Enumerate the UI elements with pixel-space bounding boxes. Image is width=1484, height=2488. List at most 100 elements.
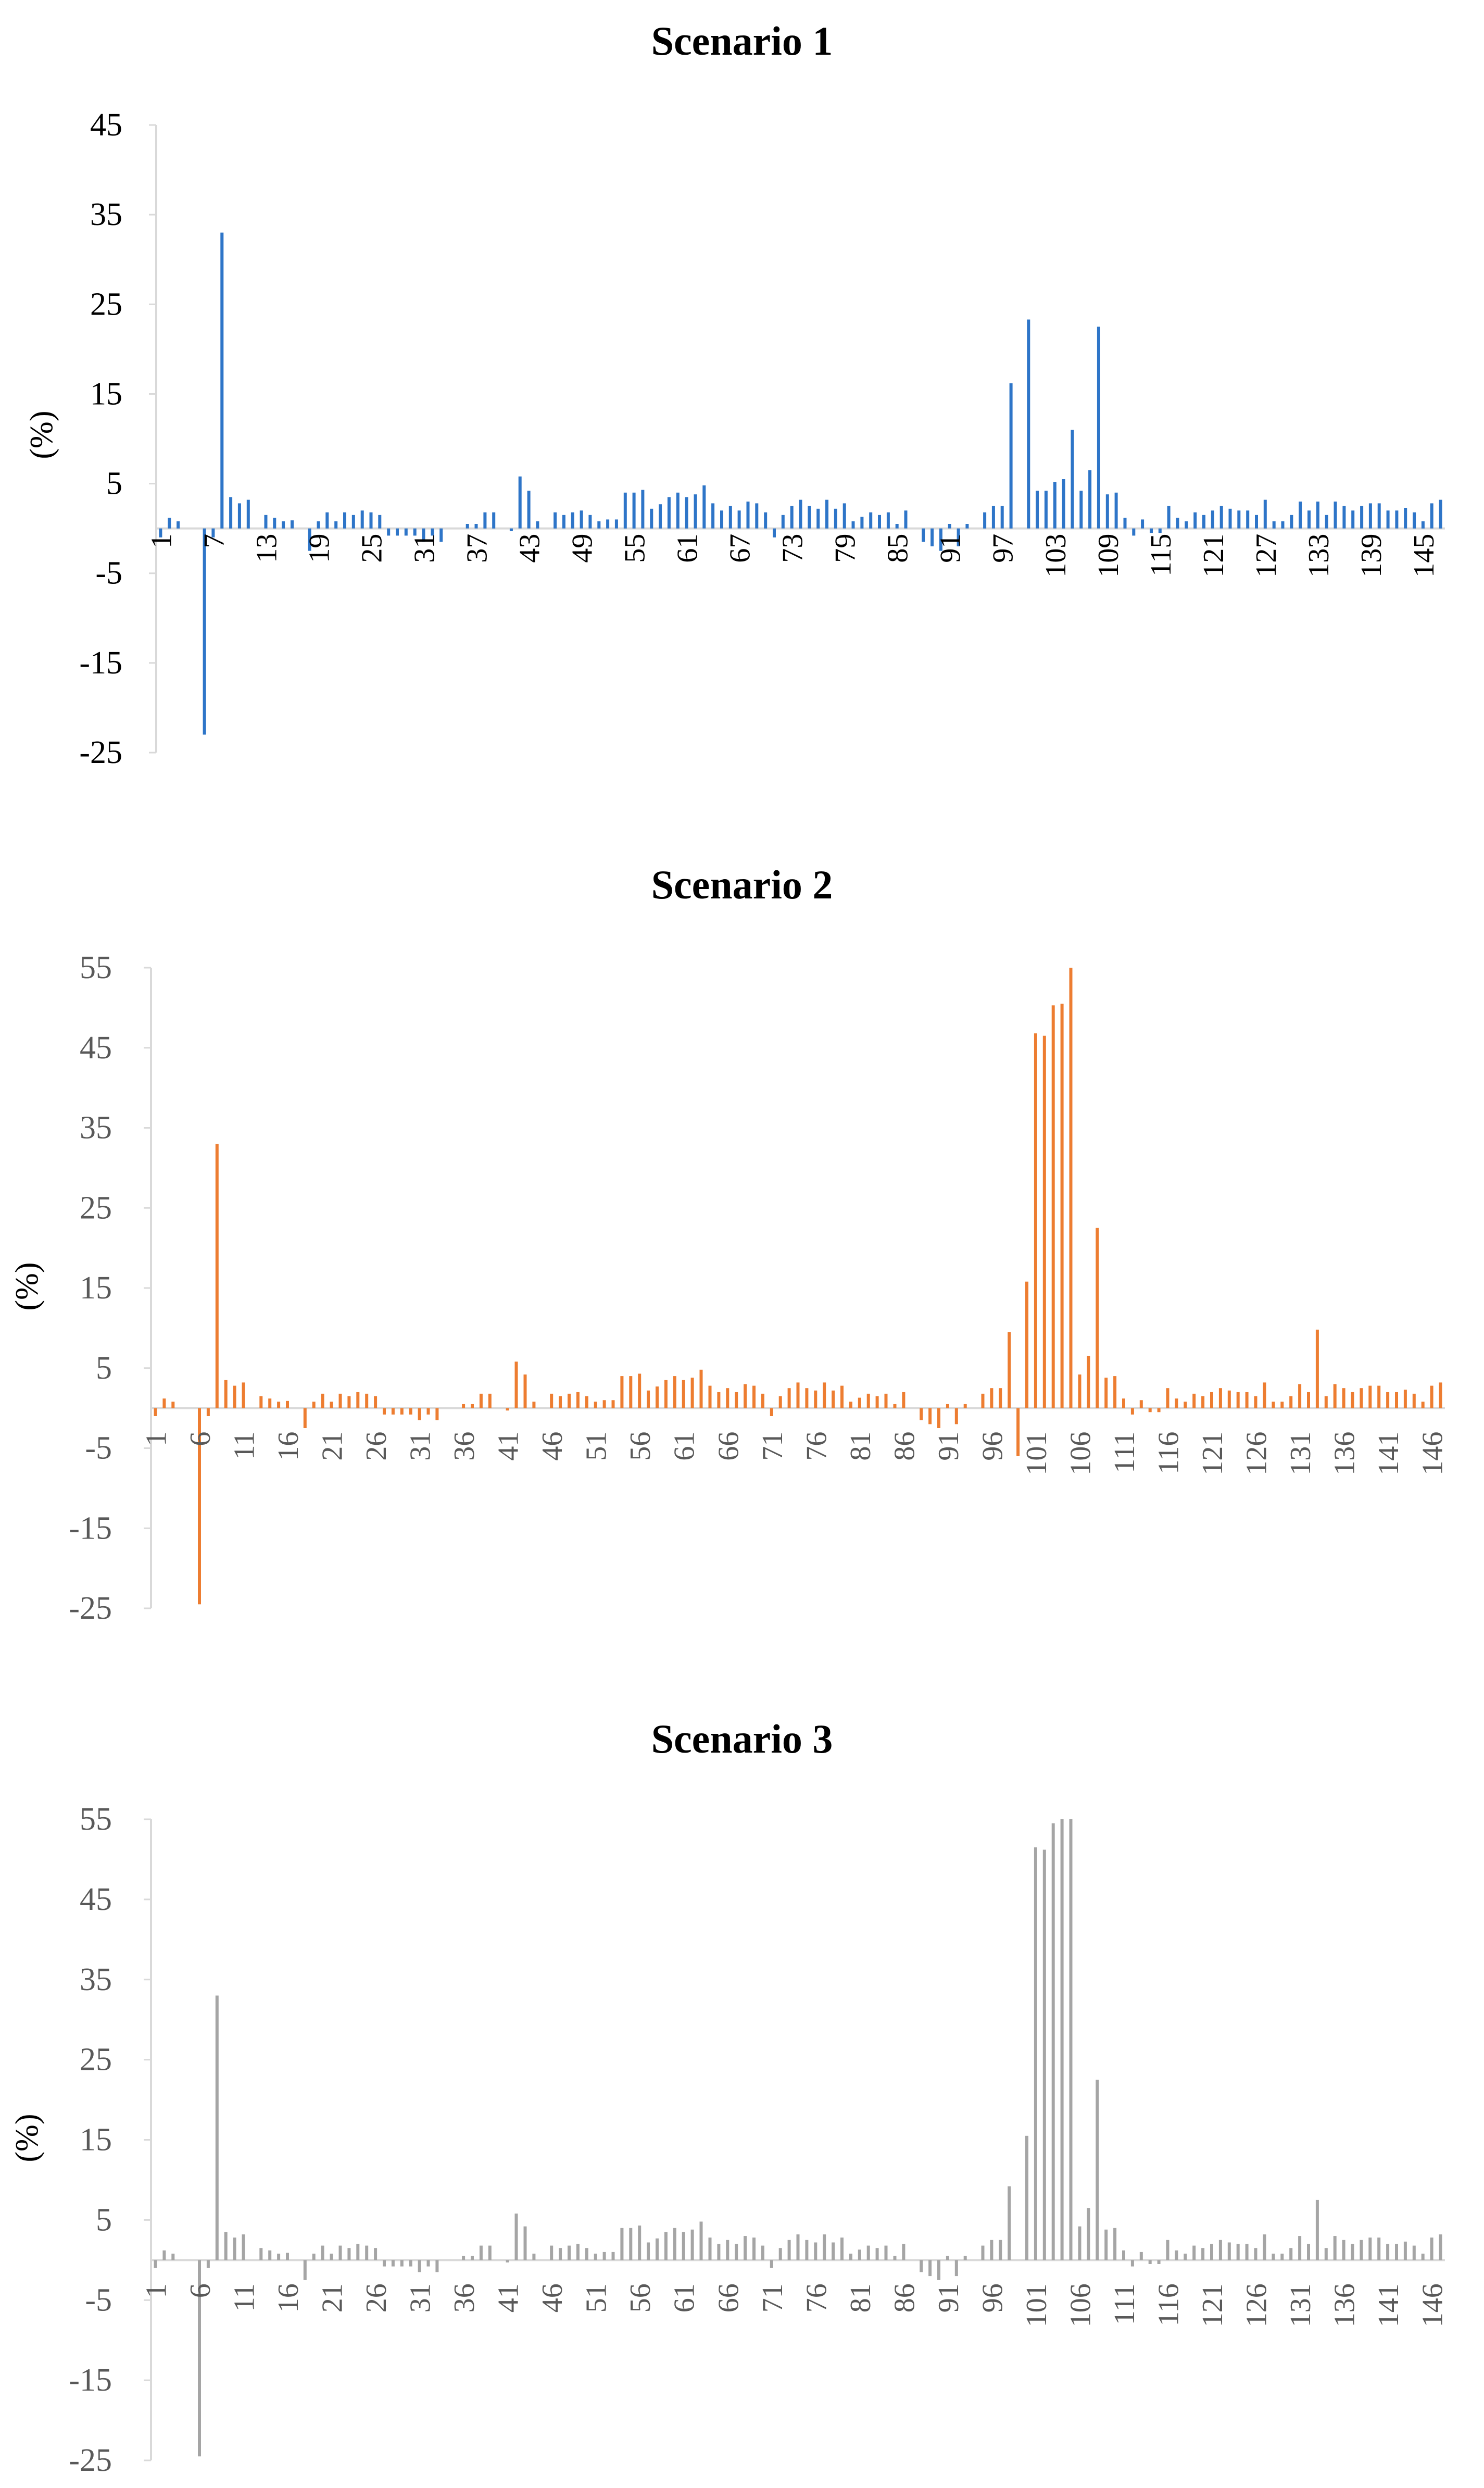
scenario-3-bar bbox=[550, 2245, 554, 2260]
scenario-3-bar bbox=[409, 2260, 412, 2267]
scenario-2-bar bbox=[400, 1408, 404, 1415]
scenario-1-x-tick-label: 1 bbox=[145, 534, 178, 548]
scenario-1-bar bbox=[737, 510, 741, 529]
scenario-2-bar bbox=[1042, 1035, 1046, 1408]
scenario-1-bar bbox=[1246, 510, 1250, 529]
scenario-2-bar bbox=[532, 1402, 536, 1408]
scenario-3-bar bbox=[1078, 2226, 1081, 2260]
scenario-1-bar bbox=[965, 524, 969, 529]
scenario-1-bar bbox=[431, 528, 434, 536]
scenario-3-bar bbox=[814, 2242, 818, 2260]
scenario-1-bar bbox=[1079, 491, 1083, 529]
scenario-3-bar bbox=[594, 2254, 597, 2260]
scenario-2-bar bbox=[268, 1398, 272, 1408]
scenario-1-bar bbox=[659, 504, 662, 529]
scenario-3-x-tick-label: 111 bbox=[1109, 2283, 1141, 2325]
scenario-3-bar bbox=[321, 2245, 324, 2260]
scenario-2-x-tick-label: 131 bbox=[1285, 1432, 1317, 1476]
scenario-2-x-tick-label: 76 bbox=[800, 1432, 833, 1461]
scenario-1-bar bbox=[1141, 519, 1145, 529]
scenario-3-bar bbox=[832, 2242, 835, 2260]
scenario-1-bar bbox=[220, 232, 224, 529]
scenario-3-bar bbox=[286, 2253, 289, 2260]
scenario-2-bar bbox=[1263, 1382, 1266, 1408]
scenario-2-bar bbox=[902, 1392, 906, 1408]
scenario-1-x-tick-label: 25 bbox=[356, 534, 388, 563]
scenario-3-bar bbox=[1351, 2244, 1354, 2260]
scenario-2-bar bbox=[866, 1393, 870, 1408]
scenario-2-bar bbox=[1412, 1393, 1416, 1408]
scenario-2-x-tick-label: 96 bbox=[976, 1432, 1009, 1461]
scenario-1-x-tick-label: 121 bbox=[1198, 534, 1230, 578]
scenario-2-y-tick-label: 5 bbox=[96, 1351, 112, 1386]
scenario-2-bar bbox=[171, 1402, 175, 1408]
scenario-2-bar bbox=[215, 1144, 219, 1408]
scenario-3-bar bbox=[656, 2238, 659, 2260]
scenario-1-x-tick-label: 55 bbox=[619, 534, 651, 563]
scenario-3-bar bbox=[902, 2244, 906, 2260]
scenario-2-x-tick-label: 86 bbox=[888, 1432, 921, 1461]
scenario-1-bar bbox=[1360, 506, 1364, 529]
scenario-1-bar bbox=[1413, 512, 1416, 529]
scenario-1-x-tick-label: 31 bbox=[409, 534, 441, 563]
scenario-1-bar bbox=[1404, 508, 1407, 529]
scenario-2-bar bbox=[761, 1393, 764, 1408]
scenario-3-bar bbox=[198, 2260, 201, 2457]
scenario-3-bar bbox=[866, 2245, 870, 2260]
scenario-1-bar bbox=[904, 510, 908, 529]
scenario-3-bar bbox=[1298, 2236, 1302, 2260]
scenario-2-bar bbox=[1395, 1392, 1398, 1408]
scenario-1-bar bbox=[1430, 503, 1433, 529]
scenario-1-bar bbox=[580, 510, 583, 529]
scenario-3-bar bbox=[981, 2245, 985, 2260]
scenario-1-x-tick-label: 19 bbox=[304, 534, 336, 563]
scenario-1-bar bbox=[1255, 515, 1258, 529]
scenario-3-bar bbox=[1192, 2245, 1196, 2260]
scenario-2-bar bbox=[242, 1382, 245, 1408]
scenario-2-x-tick-label: 6 bbox=[184, 1432, 217, 1446]
scenario-3-bar bbox=[1175, 2250, 1178, 2260]
scenario-1-bar bbox=[597, 521, 601, 529]
scenario-2-x-tick-label: 106 bbox=[1065, 1432, 1097, 1476]
scenario-1-bar bbox=[404, 528, 408, 536]
scenario-3-bar bbox=[1395, 2244, 1398, 2260]
scenario-1-bar bbox=[439, 528, 443, 542]
scenario-2-bar bbox=[849, 1402, 852, 1408]
scenario-2-bar bbox=[391, 1408, 395, 1415]
scenario-3-x-tick-label: 6 bbox=[184, 2283, 217, 2298]
scenario-3-bar bbox=[471, 2256, 474, 2260]
scenario-2-bar bbox=[224, 1380, 228, 1408]
scenario-2-bar bbox=[1157, 1408, 1161, 1412]
scenario-3-bar bbox=[673, 2228, 676, 2260]
scenario-1-bar bbox=[957, 528, 960, 546]
scenario-1-bar bbox=[1237, 510, 1241, 529]
scenario-3-bar bbox=[1201, 2248, 1205, 2260]
scenario-1-bar bbox=[728, 506, 732, 529]
scenario-2-bar bbox=[462, 1404, 466, 1408]
scenario-1-bar bbox=[1193, 512, 1197, 529]
scenario-1-bar bbox=[720, 510, 723, 529]
scenario-2-bar bbox=[946, 1404, 949, 1408]
scenario-2-bar bbox=[893, 1404, 897, 1408]
scenario-3-x-tick-label: 136 bbox=[1329, 2283, 1361, 2327]
scenario-2-x-tick-label: 46 bbox=[536, 1432, 569, 1461]
scenario-1-y-tick-label: 35 bbox=[90, 197, 122, 232]
scenario-3-bar bbox=[1254, 2248, 1257, 2260]
scenario-1-bar bbox=[869, 512, 873, 529]
scenario-2-bar bbox=[1360, 1388, 1363, 1408]
scenario-2-bar bbox=[286, 1401, 289, 1408]
scenario-2-x-tick-label: 126 bbox=[1241, 1432, 1273, 1476]
scenario-3-x-tick-label: 81 bbox=[845, 2283, 877, 2312]
scenario-2-bar bbox=[717, 1392, 721, 1408]
scenario-1-y-tick-label: -15 bbox=[79, 645, 122, 681]
scenario-1-bar bbox=[1000, 506, 1004, 529]
scenario-3-bar bbox=[171, 2254, 175, 2260]
scenario-3-x-tick-label: 56 bbox=[624, 2283, 657, 2312]
scenario-2-bar bbox=[1333, 1384, 1337, 1408]
scenario-3-bar bbox=[735, 2244, 738, 2260]
scenario-2-bar bbox=[1025, 1281, 1028, 1408]
scenario-3-bar bbox=[1386, 2244, 1390, 2260]
scenario-2-bar bbox=[568, 1393, 571, 1408]
scenario-3-bar bbox=[849, 2254, 852, 2260]
